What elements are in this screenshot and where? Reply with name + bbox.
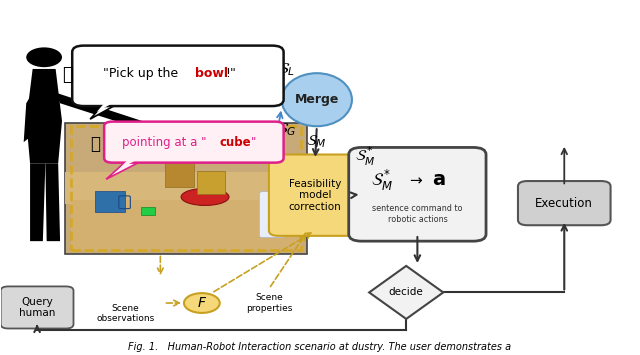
- Polygon shape: [97, 95, 127, 112]
- FancyBboxPatch shape: [95, 191, 125, 212]
- Ellipse shape: [282, 73, 352, 126]
- Polygon shape: [119, 153, 149, 169]
- FancyBboxPatch shape: [72, 45, 284, 106]
- FancyBboxPatch shape: [269, 154, 362, 236]
- Polygon shape: [90, 98, 129, 119]
- Bar: [71, 126, 301, 250]
- Text: !": !": [225, 66, 236, 80]
- Text: sentence command to
robotic actions: sentence command to robotic actions: [372, 204, 463, 224]
- Text: $\mathcal{S}_M^*$: $\mathcal{S}_M^*$: [355, 145, 376, 168]
- Text: $\mathcal{S}_M^*$: $\mathcal{S}_M^*$: [371, 168, 394, 192]
- Text: Merge: Merge: [294, 93, 339, 106]
- Text: Query
human: Query human: [19, 297, 55, 318]
- FancyBboxPatch shape: [65, 123, 307, 253]
- Text: 👄: 👄: [62, 66, 73, 84]
- Text: ": ": [250, 136, 256, 149]
- FancyBboxPatch shape: [1, 286, 74, 328]
- Text: Execution: Execution: [535, 197, 593, 210]
- Polygon shape: [71, 201, 301, 250]
- Polygon shape: [106, 156, 151, 179]
- FancyBboxPatch shape: [259, 192, 285, 237]
- Text: Fig. 1.   Human-Robot Interaction scenario at dustry. The user demonstrates a: Fig. 1. Human-Robot Interaction scenario…: [129, 342, 511, 351]
- Text: $\mathcal{S}_L$: $\mathcal{S}_L$: [278, 61, 296, 78]
- Text: decide: decide: [389, 288, 424, 297]
- Text: "Pick up the: "Pick up the: [103, 66, 182, 80]
- FancyBboxPatch shape: [165, 160, 194, 187]
- Text: $F$: $F$: [196, 296, 207, 310]
- Ellipse shape: [181, 189, 229, 206]
- Text: $\rightarrow$: $\rightarrow$: [408, 173, 424, 187]
- Polygon shape: [24, 93, 33, 142]
- Text: $\mathcal{S}_M$: $\mathcal{S}_M$: [306, 134, 326, 151]
- Polygon shape: [65, 173, 307, 204]
- Text: $\mathcal{S}_G$: $\mathcal{S}_G$: [276, 121, 296, 138]
- Text: $\mathbf{a}$: $\mathbf{a}$: [432, 170, 445, 190]
- FancyBboxPatch shape: [104, 122, 284, 163]
- FancyBboxPatch shape: [518, 181, 611, 225]
- Circle shape: [26, 47, 62, 67]
- Text: Scene
observations: Scene observations: [96, 304, 154, 323]
- Polygon shape: [45, 163, 60, 241]
- Polygon shape: [26, 69, 62, 163]
- Text: pointing at a ": pointing at a ": [122, 136, 207, 149]
- Text: 👋: 👋: [90, 135, 100, 153]
- Circle shape: [184, 293, 220, 313]
- Text: bowl: bowl: [195, 66, 228, 80]
- FancyBboxPatch shape: [349, 147, 486, 241]
- Text: cube: cube: [220, 136, 252, 149]
- Text: Scene
properties: Scene properties: [246, 293, 292, 313]
- Polygon shape: [369, 266, 444, 319]
- FancyBboxPatch shape: [196, 171, 225, 195]
- Text: Feasibility
model
correction: Feasibility model correction: [289, 179, 342, 212]
- Polygon shape: [56, 93, 159, 135]
- Polygon shape: [30, 163, 45, 241]
- FancyBboxPatch shape: [141, 207, 156, 215]
